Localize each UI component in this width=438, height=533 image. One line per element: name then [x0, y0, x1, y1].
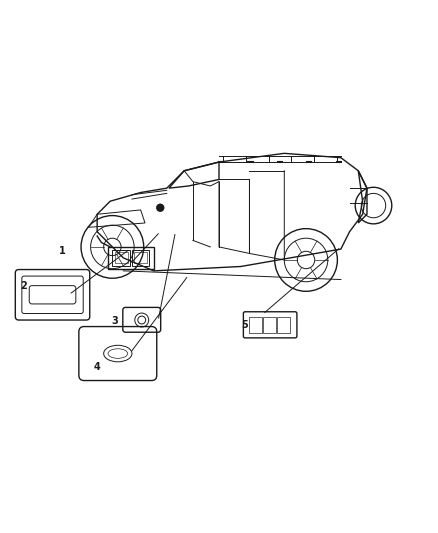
Circle shape — [157, 204, 164, 211]
Text: 4: 4 — [94, 361, 100, 372]
Text: 2: 2 — [20, 281, 27, 291]
Text: 1: 1 — [59, 246, 66, 256]
Text: 5: 5 — [242, 320, 248, 330]
Text: 3: 3 — [111, 316, 118, 326]
